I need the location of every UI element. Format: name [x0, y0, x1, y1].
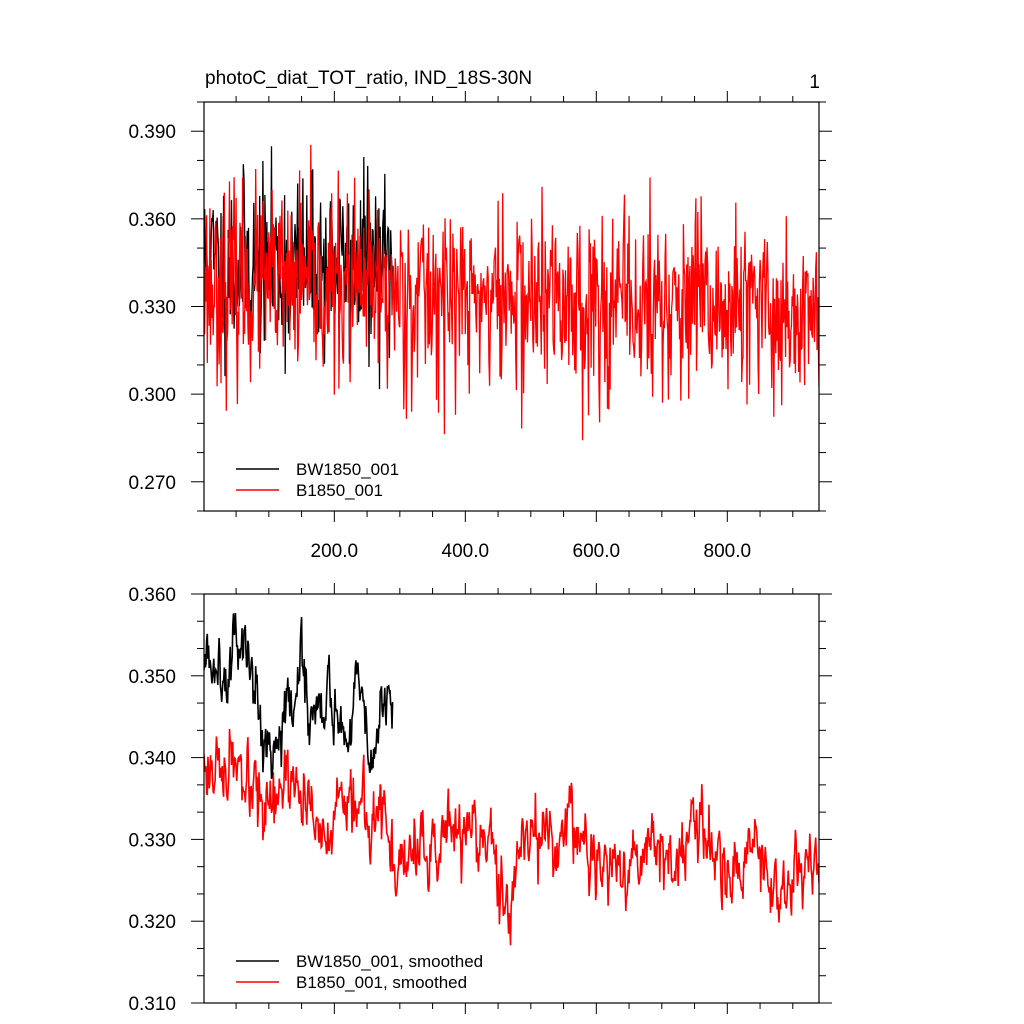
x-tick-label: 800.0	[704, 541, 752, 562]
chart-title: photoC_diat_TOT_ratio, IND_18S-30N	[205, 68, 532, 89]
series-line-bw1850-001-smoothed	[204, 612, 394, 780]
y-tick-label: 0.390	[128, 122, 176, 143]
plot-frame	[203, 593, 820, 1004]
y-tick-label: 0.330	[128, 830, 176, 851]
y-tick-label: 0.360	[128, 210, 176, 231]
series-line-b1850-001	[204, 144, 819, 441]
x-tick-label: 600.0	[573, 541, 621, 562]
y-tick-label: 0.340	[128, 749, 176, 770]
legend-label: B1850_001, smoothed	[296, 973, 467, 992]
legend-label: BW1850_001, smoothed	[296, 952, 483, 971]
x-tick-label: 200.0	[311, 541, 359, 562]
legend-label: BW1850_001	[296, 460, 399, 479]
series-line-b1850-001-smoothed	[204, 728, 819, 946]
legend-label: B1850_001	[296, 481, 383, 500]
raw-panel: 200.0 400.0 600.0 800.0 0.270 0.300 0.330 0.360…	[128, 91, 832, 562]
y-tick-label: 0.310	[128, 994, 176, 1015]
y-tick-label: 0.320	[128, 912, 176, 933]
panel-number: 1	[809, 72, 820, 93]
y-tick-label: 0.270	[128, 473, 176, 494]
y-tick-label: 0.300	[128, 385, 176, 406]
y-tick-label: 0.350	[128, 667, 176, 688]
smoothed-panel: 0.310 0.320 0.330 0.340 0.350 0.360 BW1850_001…	[128, 583, 832, 1015]
x-tick-label: 400.0	[442, 541, 490, 562]
y-tick-label: 0.330	[128, 298, 176, 319]
y-tick-label: 0.360	[128, 585, 176, 606]
